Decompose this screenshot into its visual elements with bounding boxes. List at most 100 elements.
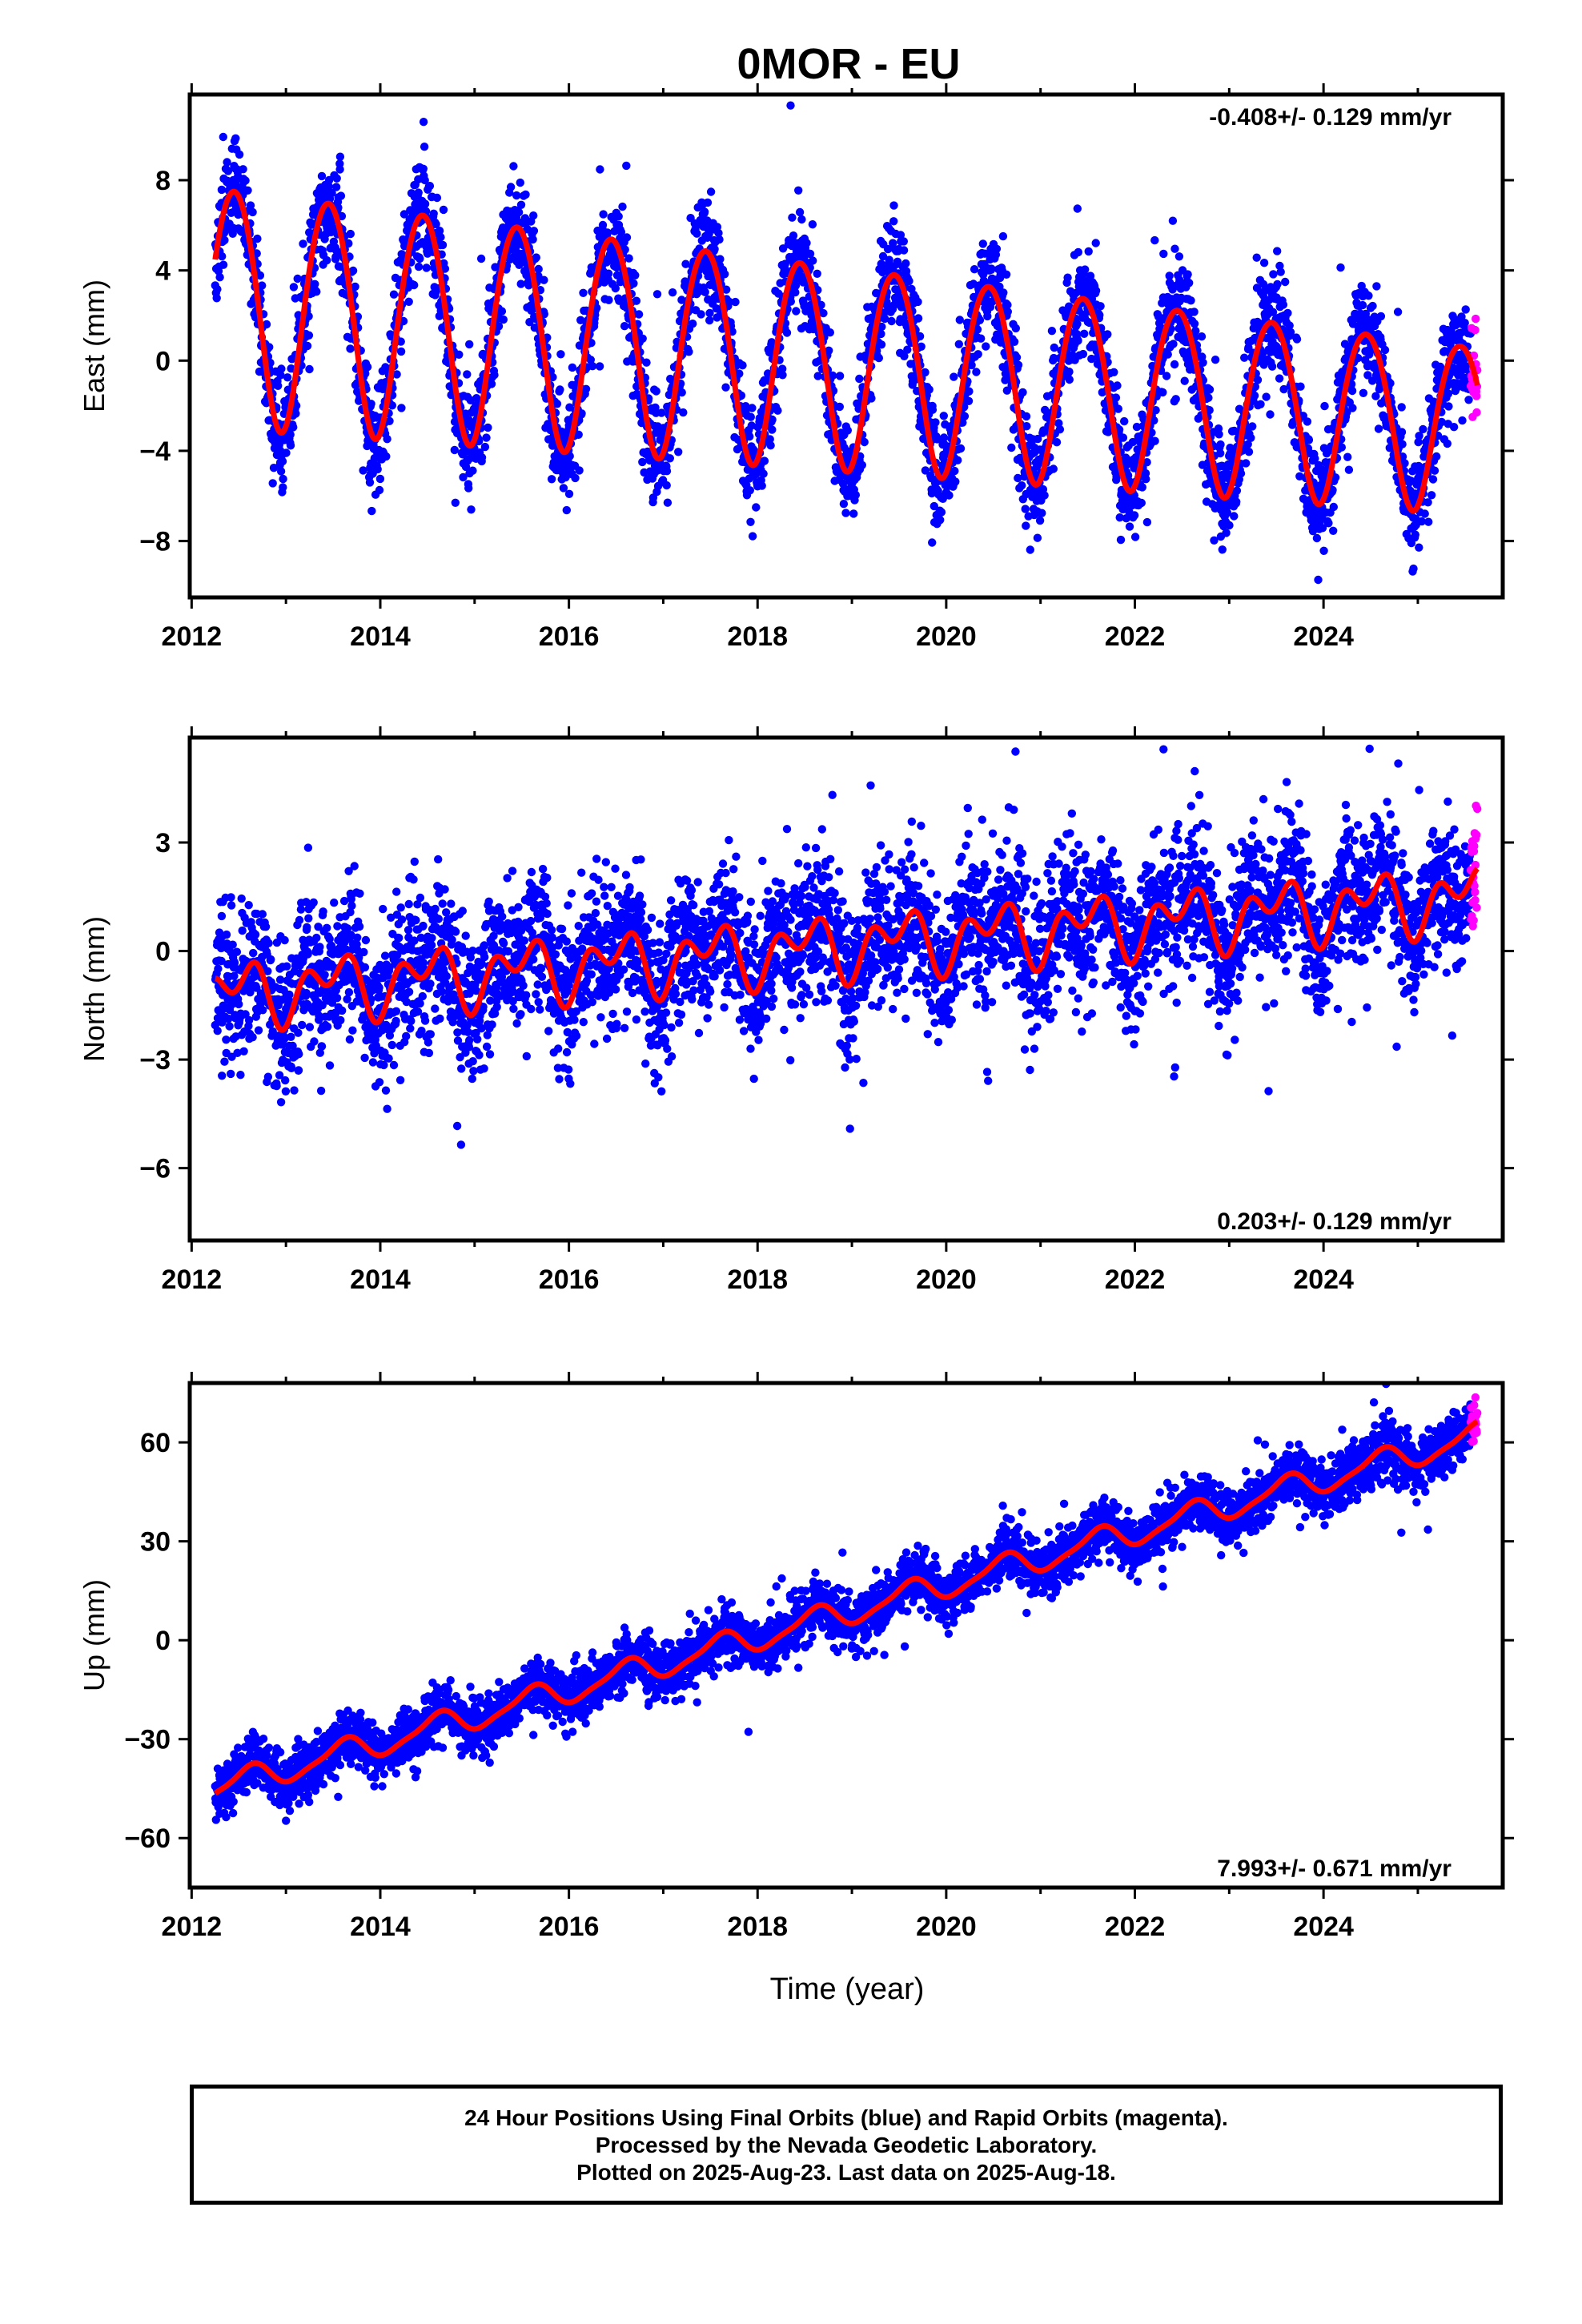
final-orbit-point — [1012, 353, 1022, 362]
final-orbit-point — [795, 207, 805, 217]
final-orbit-point — [972, 368, 981, 376]
final-orbit-point — [312, 287, 321, 296]
final-orbit-point — [214, 964, 223, 973]
final-orbit-point — [977, 334, 986, 343]
final-orbit-point — [792, 307, 801, 316]
final-orbit-point — [414, 262, 424, 271]
final-orbit-point — [228, 940, 237, 949]
final-orbit-point — [693, 229, 701, 238]
final-orbit-point — [219, 260, 228, 269]
final-orbit-point — [808, 220, 817, 229]
final-orbit-point — [1329, 502, 1339, 512]
final-orbit-point — [950, 372, 958, 381]
final-orbit-point — [1267, 362, 1277, 371]
final-orbit-point — [638, 457, 647, 467]
final-orbit-point — [1003, 300, 1012, 309]
final-orbit-point — [1110, 368, 1118, 376]
final-orbit-point — [253, 234, 262, 243]
final-orbit-point — [1311, 454, 1319, 463]
final-orbit-point — [1078, 349, 1088, 359]
final-orbit-point — [731, 297, 740, 307]
final-orbit-point — [1344, 465, 1354, 474]
final-orbit-point — [933, 435, 942, 444]
final-orbit-point — [950, 466, 959, 476]
final-orbit-point — [1443, 439, 1452, 448]
final-orbit-point — [921, 466, 930, 475]
final-orbit-point — [1304, 436, 1314, 444]
final-orbit-point — [547, 475, 556, 484]
final-orbit-point — [662, 480, 671, 490]
final-orbit-point — [414, 188, 423, 197]
final-orbit-point — [327, 188, 336, 198]
final-orbit-point — [1232, 497, 1241, 506]
final-orbit-point — [877, 322, 886, 332]
final-orbit-point — [375, 485, 384, 495]
final-orbit-point — [562, 505, 571, 515]
final-orbit-point — [363, 363, 372, 372]
final-orbit-point — [738, 361, 747, 370]
y-tick-label: 4 — [155, 256, 171, 287]
final-orbit-point — [1138, 483, 1147, 492]
x-tick-label: 2022 — [1105, 621, 1166, 652]
final-orbit-point — [930, 501, 939, 511]
final-orbit-point — [1372, 282, 1381, 291]
final-orbit-point — [1125, 522, 1134, 531]
final-orbit-point — [773, 406, 782, 415]
final-orbit-point — [1286, 328, 1295, 336]
final-orbit-point — [436, 233, 445, 242]
final-orbit-point — [1292, 335, 1302, 344]
final-orbit-point — [791, 287, 800, 297]
final-orbit-point — [1052, 438, 1062, 447]
final-orbit-point — [1430, 466, 1439, 475]
final-orbit-point — [915, 332, 925, 341]
final-orbit-point — [983, 312, 992, 321]
final-orbit-point — [760, 456, 769, 465]
final-orbit-point — [392, 370, 401, 379]
final-orbit-point — [231, 134, 240, 143]
final-orbit-point — [896, 231, 905, 239]
final-orbit-point — [1210, 536, 1219, 545]
final-orbit-point — [293, 274, 302, 283]
final-orbit-point — [1329, 526, 1338, 535]
final-orbit-point — [883, 244, 893, 254]
final-orbit-point — [419, 164, 428, 173]
final-orbit-point — [219, 132, 227, 142]
final-orbit-point — [1458, 416, 1467, 425]
final-orbit-point — [1411, 530, 1420, 539]
final-orbit-point — [1364, 292, 1373, 300]
final-orbit-point — [978, 239, 988, 248]
x-tick-label: 2014 — [350, 621, 411, 652]
final-orbit-point — [681, 259, 690, 268]
final-orbit-point — [1175, 275, 1184, 284]
final-orbit-point — [1081, 265, 1090, 274]
final-orbit-point — [1225, 521, 1234, 530]
final-orbit-point — [1336, 263, 1345, 272]
final-orbit-point — [809, 256, 817, 265]
final-orbit-point — [788, 213, 797, 222]
final-orbit-point — [276, 371, 285, 380]
final-orbit-point — [817, 300, 825, 309]
final-orbit-point — [925, 385, 934, 394]
final-orbit-point — [735, 369, 744, 378]
final-orbit-point — [249, 948, 258, 958]
final-orbit-point — [665, 454, 674, 463]
final-orbit-point — [276, 1098, 286, 1107]
final-orbit-point — [1320, 401, 1329, 411]
final-orbit-point — [964, 396, 974, 405]
final-orbit-point — [786, 101, 795, 110]
final-orbit-point — [1318, 524, 1327, 533]
final-orbit-point — [603, 228, 612, 237]
final-orbit-point — [1244, 448, 1254, 456]
final-orbit-point — [559, 484, 568, 493]
final-orbit-point — [705, 316, 714, 325]
final-orbit-point — [975, 316, 985, 324]
final-orbit-point — [571, 473, 580, 483]
final-orbit-point — [305, 364, 314, 374]
final-orbit-point — [512, 191, 521, 200]
final-orbit-point — [1444, 402, 1453, 411]
final-orbit-point — [463, 370, 472, 379]
final-orbit-point — [429, 209, 438, 218]
final-orbit-point — [765, 435, 774, 444]
final-orbit-point — [936, 516, 945, 525]
final-orbit-point — [1055, 425, 1065, 434]
